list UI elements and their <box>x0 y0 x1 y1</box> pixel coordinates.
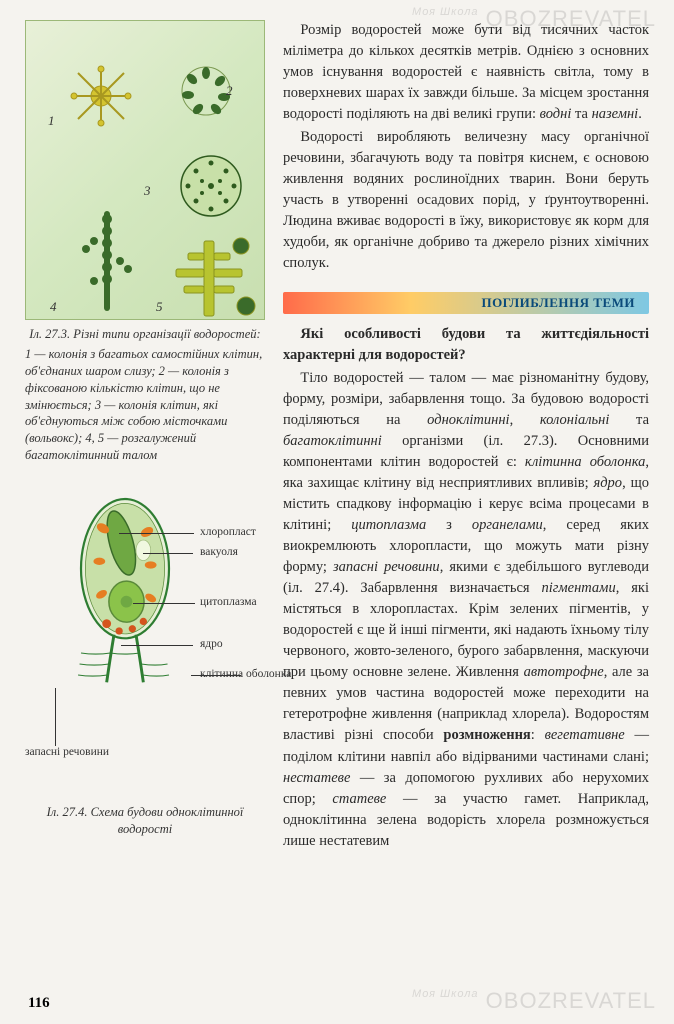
label-vacuole: вакуоля <box>200 546 238 558</box>
section-banner: ПОГЛИБЛЕННЯ ТЕМИ <box>283 292 649 314</box>
page-number: 116 <box>28 995 50 1012</box>
paragraph-3: Тіло водоростей — талом — має різноманіт… <box>283 368 649 851</box>
label-reserves: запасні речовини <box>25 746 109 758</box>
label-cytoplasm: цитоплазма <box>200 596 257 608</box>
paragraph-1: Розмір водоростей може бути від тисячних… <box>283 20 649 125</box>
fig1-label-1: 1 <box>48 113 55 129</box>
subheading: Які особливості будови та життєдіяльност… <box>283 324 649 366</box>
label-nucleus: ядро <box>200 638 223 650</box>
paragraph-2: Водорості виробляють величезну масу орга… <box>283 127 649 274</box>
algae-type-3 <box>176 151 246 221</box>
caption-body: 1 — колонія з багатьох самостійних кліти… <box>25 347 262 462</box>
banner-text: ПОГЛИБЛЕННЯ ТЕМИ <box>481 294 635 313</box>
fig1-label-5: 5 <box>156 299 163 315</box>
algae-type-5 <box>166 231 256 321</box>
fig1-label-2: 2 <box>226 83 233 99</box>
fig1-label-3: 3 <box>144 183 151 199</box>
label-membrane: клітинна оболонка <box>200 668 291 680</box>
cell-diagram <box>55 488 195 708</box>
fig1-label-4: 4 <box>50 299 57 315</box>
figure-27-3: 1 2 3 4 5 <box>25 20 265 320</box>
right-column: Розмір водоростей може бути від тисячних… <box>283 20 649 854</box>
figure-27-4-caption: Іл. 27.4. Схема будови одноклітинної вод… <box>25 804 265 838</box>
label-chloroplast: хлоропласт <box>200 526 256 538</box>
page-content: 1 2 3 4 5 Іл. 27.3. Різні типи організац… <box>0 0 674 864</box>
figure-27-4: хлоропласт вакуоля цитоплазма ядро кліти… <box>25 478 265 798</box>
caption-head: Іл. 27.3. Різні типи організації водорос… <box>25 326 265 343</box>
watermark-bottom: Моя Школа OBOZREVATEL <box>412 988 656 1014</box>
algae-type-1 <box>66 61 136 131</box>
algae-type-4 <box>76 211 136 311</box>
left-column: 1 2 3 4 5 Іл. 27.3. Різні типи організац… <box>25 20 265 854</box>
figure-27-3-caption: Іл. 27.3. Різні типи організації водорос… <box>25 326 265 464</box>
